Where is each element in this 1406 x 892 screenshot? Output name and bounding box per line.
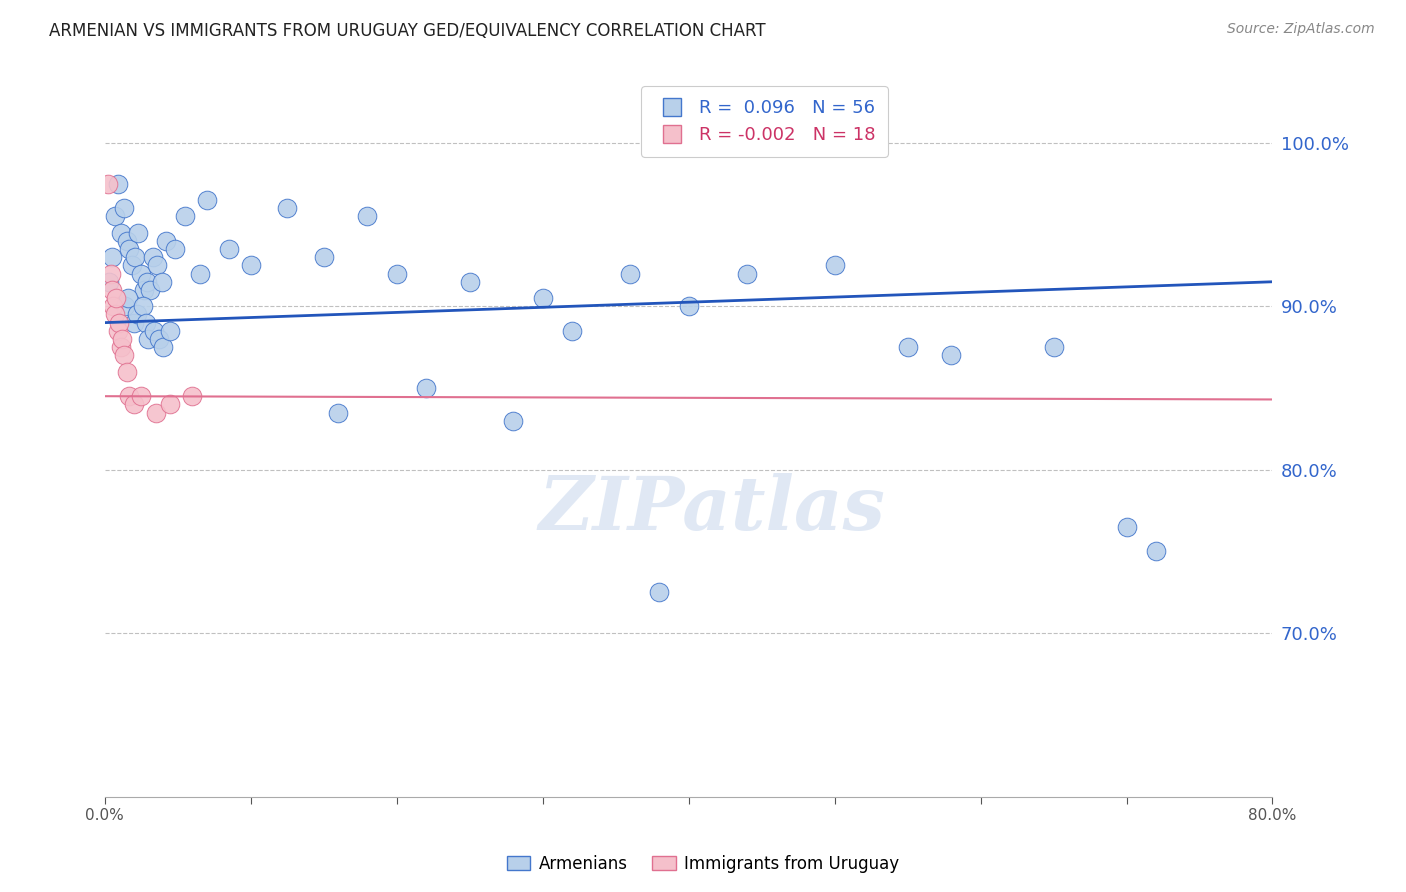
Point xyxy=(619,267,641,281)
Point xyxy=(110,226,132,240)
Text: ARMENIAN VS IMMIGRANTS FROM URUGUAY GED/EQUIVALENCY CORRELATION CHART: ARMENIAN VS IMMIGRANTS FROM URUGUAY GED/… xyxy=(49,22,766,40)
Point xyxy=(239,259,262,273)
Point xyxy=(118,242,141,256)
Point xyxy=(97,177,120,191)
Point xyxy=(896,340,918,354)
Point xyxy=(142,250,165,264)
Point xyxy=(163,242,186,256)
Point xyxy=(114,299,136,313)
Point xyxy=(561,324,583,338)
Point xyxy=(121,259,143,273)
Point xyxy=(1144,544,1167,558)
Point xyxy=(143,324,166,338)
Text: Source: ZipAtlas.com: Source: ZipAtlas.com xyxy=(1227,22,1375,37)
Point xyxy=(135,316,157,330)
Point xyxy=(118,389,141,403)
Text: ZIPatlas: ZIPatlas xyxy=(538,473,886,545)
Legend: R =  0.096   N = 56, R = -0.002   N = 18: R = 0.096 N = 56, R = -0.002 N = 18 xyxy=(641,87,889,157)
Point xyxy=(103,299,125,313)
Point xyxy=(385,267,408,281)
Point xyxy=(276,201,298,215)
Point xyxy=(104,210,127,224)
Point xyxy=(735,267,758,281)
Point xyxy=(146,259,169,273)
Point xyxy=(111,332,134,346)
Point xyxy=(150,275,173,289)
Point xyxy=(112,348,135,362)
Legend: Armenians, Immigrants from Uruguay: Armenians, Immigrants from Uruguay xyxy=(501,848,905,880)
Point xyxy=(136,275,159,289)
Point xyxy=(122,397,145,411)
Point xyxy=(531,291,554,305)
Point xyxy=(124,250,146,264)
Point xyxy=(100,267,122,281)
Point xyxy=(155,234,177,248)
Point xyxy=(127,226,149,240)
Point xyxy=(415,381,437,395)
Point xyxy=(458,275,481,289)
Point xyxy=(110,340,132,354)
Point xyxy=(129,267,152,281)
Point xyxy=(152,340,174,354)
Point xyxy=(101,250,124,264)
Point xyxy=(138,332,160,346)
Point xyxy=(105,291,128,305)
Point xyxy=(159,324,181,338)
Point xyxy=(188,267,211,281)
Point xyxy=(139,283,162,297)
Point xyxy=(98,275,121,289)
Point xyxy=(145,405,167,419)
Point xyxy=(218,242,240,256)
Point xyxy=(356,210,378,224)
Point xyxy=(115,365,138,379)
Point xyxy=(1115,520,1137,534)
Point xyxy=(115,234,138,248)
Point xyxy=(104,308,127,322)
Point xyxy=(941,348,963,362)
Point xyxy=(312,250,335,264)
Point xyxy=(159,397,181,411)
Point xyxy=(125,308,148,322)
Point xyxy=(131,299,153,313)
Point xyxy=(824,259,846,273)
Point xyxy=(117,291,139,305)
Point xyxy=(174,210,197,224)
Point xyxy=(122,316,145,330)
Point xyxy=(502,414,524,428)
Point xyxy=(181,389,204,403)
Point xyxy=(129,389,152,403)
Point xyxy=(678,299,700,313)
Point xyxy=(648,585,671,599)
Point xyxy=(107,324,129,338)
Point xyxy=(132,283,155,297)
Point xyxy=(148,332,170,346)
Point xyxy=(195,193,218,207)
Point xyxy=(107,177,129,191)
Point xyxy=(1042,340,1064,354)
Point xyxy=(328,405,350,419)
Point xyxy=(108,316,131,330)
Point xyxy=(112,201,135,215)
Point xyxy=(101,283,124,297)
